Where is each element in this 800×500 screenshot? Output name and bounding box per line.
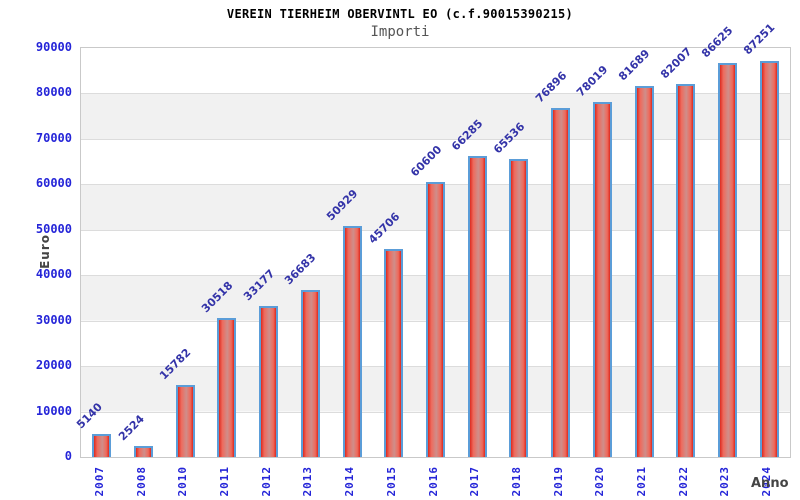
bar-2010 bbox=[175, 385, 195, 457]
x-tick-label: 2015 bbox=[384, 466, 398, 497]
x-tick-label: 2018 bbox=[509, 466, 523, 497]
y-tick-label: 50000 bbox=[35, 221, 72, 236]
x-tick-label: 2020 bbox=[593, 466, 607, 497]
x-tick-label: 2014 bbox=[343, 466, 357, 497]
x-tick-label: 2011 bbox=[217, 466, 231, 497]
y-tick-label: 0 bbox=[64, 449, 72, 463]
x-tick-label: 2019 bbox=[551, 466, 565, 497]
y-tick-label: 90000 bbox=[35, 40, 72, 54]
bar-2022 bbox=[676, 84, 696, 457]
bar-2016 bbox=[426, 181, 445, 457]
bar-2008 bbox=[134, 445, 154, 457]
bar-2018 bbox=[509, 159, 529, 457]
chart-title: VEREIN TIERHEIM OBERVINTL EO (c.f.900153… bbox=[226, 7, 574, 21]
bar-2013 bbox=[300, 290, 320, 457]
x-tick-label: 2013 bbox=[301, 466, 315, 497]
y-tick-label: 40000 bbox=[35, 267, 72, 282]
bar-2019 bbox=[551, 107, 571, 457]
gridline bbox=[81, 93, 790, 95]
bar-2007 bbox=[92, 433, 112, 457]
bar-2024 bbox=[759, 60, 779, 457]
y-tick-label: 60000 bbox=[35, 176, 72, 191]
x-tick-label: 2012 bbox=[259, 466, 273, 497]
y-tick-label: 80000 bbox=[35, 85, 72, 100]
bar-2021 bbox=[634, 85, 654, 457]
y-tick-label: 30000 bbox=[35, 312, 72, 327]
chart-subtitle: Importi bbox=[370, 24, 430, 40]
bar-2011 bbox=[217, 318, 237, 457]
plot-area bbox=[80, 47, 791, 458]
x-tick-label: 2016 bbox=[426, 466, 440, 497]
x-axis-title: Anno bbox=[751, 476, 789, 491]
x-tick-label: 2008 bbox=[134, 466, 148, 497]
y-tick-label: 70000 bbox=[35, 130, 72, 145]
bar-2017 bbox=[467, 155, 487, 457]
y-axis-title: Euro bbox=[38, 233, 52, 269]
gridline bbox=[81, 138, 790, 140]
y-tick-label: 10000 bbox=[35, 403, 72, 418]
bar-2014 bbox=[342, 225, 362, 457]
x-tick-label: 2007 bbox=[92, 466, 106, 497]
y-tick-label: 20000 bbox=[35, 358, 72, 373]
x-tick-label: 2022 bbox=[676, 466, 690, 497]
bar-2023 bbox=[717, 63, 737, 457]
bar-2015 bbox=[384, 249, 404, 457]
x-tick-label: 2017 bbox=[468, 466, 482, 497]
bar-2020 bbox=[592, 102, 612, 457]
x-tick-label: 2023 bbox=[718, 466, 732, 497]
x-tick-label: 2021 bbox=[635, 466, 649, 497]
bar-2012 bbox=[259, 306, 279, 457]
x-tick-label: 2010 bbox=[176, 466, 190, 497]
